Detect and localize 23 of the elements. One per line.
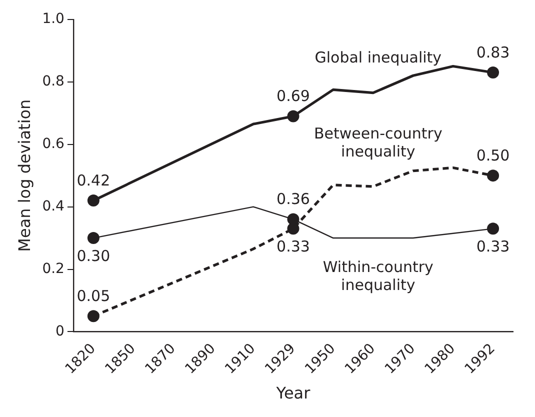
data-label: 0.42 <box>76 171 110 190</box>
y-axis-title: Mean log deviation <box>14 99 34 252</box>
x-axis-title: Year <box>275 384 311 403</box>
data-label: 0.33 <box>276 238 310 256</box>
data-label: 0.69 <box>276 87 310 106</box>
point <box>487 170 500 182</box>
y-tick-label: 1.0 <box>42 11 64 28</box>
series-label: Between-country inequality <box>314 124 442 160</box>
y-tick-label: 0 <box>56 323 64 340</box>
data-label: 0.36 <box>276 190 310 208</box>
point <box>487 222 500 235</box>
series-label: Within-country inequality <box>322 258 434 294</box>
series-label: Global inequality <box>314 48 442 67</box>
point <box>87 232 100 244</box>
data-label: 0.05 <box>76 287 110 305</box>
y-tick-label: 0.2 <box>42 260 64 277</box>
data-label: 0.83 <box>476 43 510 62</box>
y-tick-label: 0.8 <box>42 74 64 90</box>
data-label: 0.33 <box>476 238 510 256</box>
data-label: 0.50 <box>476 146 510 164</box>
y-tick-label: 0.6 <box>42 136 65 152</box>
data-label: 0.30 <box>76 246 110 265</box>
y-tick-label: 0.4 <box>42 198 65 214</box>
